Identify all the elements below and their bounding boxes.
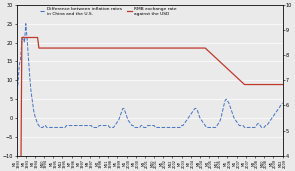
Legend: Difference between inflation rates
in China and the U.S., RMB exchange rate
agai: Difference between inflation rates in Ch… bbox=[40, 7, 176, 16]
